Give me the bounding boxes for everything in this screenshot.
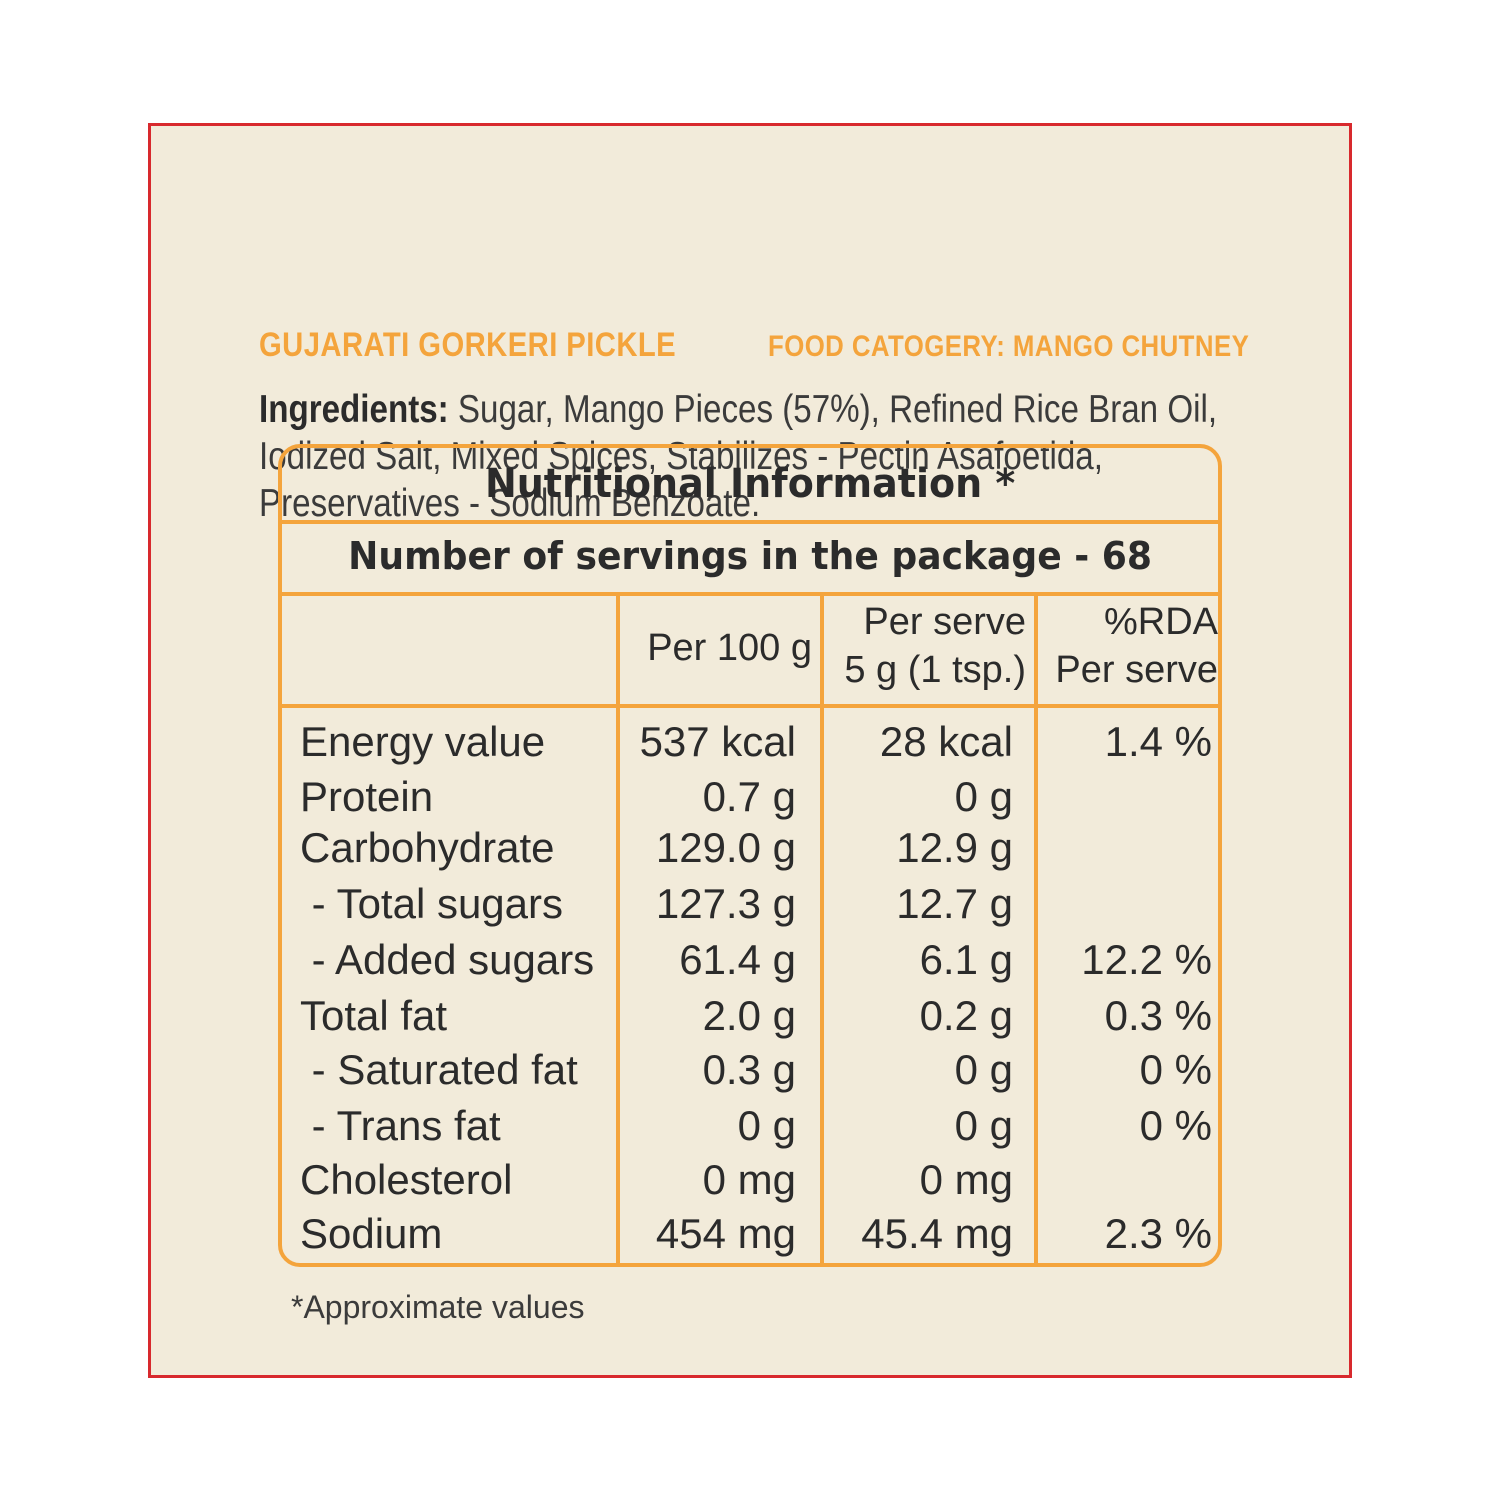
column-divider	[616, 592, 620, 1263]
value-per-serve: 6.1 g	[919, 936, 1013, 983]
value-rda: 0 %	[1139, 1102, 1212, 1149]
nutrient-name: - Total sugars	[300, 880, 564, 927]
value-rda: 12.2 %	[1081, 936, 1212, 983]
per-serve-label: Per serve	[863, 601, 1026, 643]
value-per-serve: 12.9 g	[896, 824, 1013, 871]
column-header-per-serve: Per serve 5 g (1 tsp.)	[828, 598, 1026, 694]
value-per-serve: 45.4 mg	[861, 1210, 1013, 1257]
column-header-per100: Per 100 g	[624, 624, 812, 672]
value-rda: 2.3 %	[1104, 1210, 1212, 1257]
value-per-100g: 129.0 g	[655, 824, 796, 871]
value-per-serve: 28 kcal	[879, 718, 1013, 765]
value-per-serve: 0 g	[954, 1046, 1013, 1093]
nutrition-row: - Trans fat 0 g 0 g 0 %	[282, 1102, 1218, 1158]
footnote: *Approximate values	[291, 1289, 585, 1325]
product-label-panel: GUJARATI GORKERI PICKLE FOOD CATOGERY: M…	[148, 123, 1352, 1378]
value-per-100g: 127.3 g	[655, 880, 796, 927]
value-per-100g: 537 kcal	[639, 718, 796, 765]
nutrient-name: Protein	[300, 773, 434, 820]
value-per-100g: 2.0 g	[702, 992, 796, 1039]
value-per-serve: 12.7 g	[896, 880, 1013, 927]
nutrient-name: - Added sugars	[300, 936, 595, 983]
header-divider	[282, 704, 1218, 708]
nutrition-row: Total fat 2.0 g 0.2 g 0.3 %	[282, 992, 1218, 1048]
nutrient-name: - Trans fat	[300, 1102, 501, 1149]
rda-per-serve-label: Per serve	[1055, 649, 1218, 691]
value-per-serve: 0.2 g	[919, 992, 1013, 1039]
value-per-serve: 0 mg	[919, 1156, 1013, 1203]
nutrient-name: Cholesterol	[300, 1156, 513, 1203]
value-per-100g: 0 g	[737, 1102, 796, 1149]
nutrition-row: - Total sugars 127.3 g 12.7 g	[282, 880, 1218, 936]
value-rda: 0 %	[1139, 1046, 1212, 1093]
food-category: FOOD CATOGERY: MANGO CHUTNEY	[768, 330, 1250, 363]
ingredients-list: Sugar, Mango Pieces (57%), Refined Rice …	[259, 388, 1218, 525]
value-rda: 0.3 %	[1104, 992, 1212, 1039]
per100-label: Per 100 g	[647, 627, 812, 669]
rda-label: %RDA	[1103, 601, 1218, 643]
nutrition-row: Sodium 454 mg 45.4 mg 2.3 %	[282, 1210, 1218, 1266]
nutrient-name: - Saturated fat	[300, 1046, 578, 1093]
value-per-100g: 454 mg	[655, 1210, 796, 1257]
column-divider	[1034, 592, 1038, 1263]
nutrient-name: Carbohydrate	[300, 824, 555, 871]
ingredients-label: Ingredients:	[259, 388, 449, 431]
value-per-100g: 0 mg	[702, 1156, 796, 1203]
nutrient-name: Sodium	[300, 1210, 443, 1257]
value-per-100g: 61.4 g	[679, 936, 796, 983]
nutrient-name: Total fat	[300, 992, 448, 1039]
ingredients-text: Ingredients: Sugar, Mango Pieces (57%), …	[259, 386, 1245, 527]
nutrition-heading-text: Nutritional Information *	[484, 461, 1016, 507]
nutrient-name: Energy value	[300, 718, 546, 765]
value-per-100g: 0.7 g	[702, 773, 796, 820]
value-per-100g: 0.3 g	[702, 1046, 796, 1093]
nutrition-heading: Nutritional Information *	[282, 448, 1218, 524]
value-per-serve: 0 g	[954, 1102, 1013, 1149]
per-serve-size-label: 5 g (1 tsp.)	[844, 649, 1026, 691]
nutrition-table: Nutritional Information * Number of serv…	[278, 444, 1222, 1267]
column-divider	[820, 592, 824, 1263]
servings-text: Number of servings in the package - 68	[348, 534, 1152, 578]
product-title: GUJARATI GORKERI PICKLE	[259, 326, 677, 364]
nutrition-row: Energy value 537 kcal 28 kcal 1.4 %	[282, 718, 1218, 774]
value-per-serve: 0 g	[954, 773, 1013, 820]
column-header-rda: %RDA Per serve	[1042, 598, 1218, 694]
nutrition-row: - Added sugars 61.4 g 6.1 g 12.2 %	[282, 936, 1218, 992]
nutrition-row: - Saturated fat 0.3 g 0 g 0 %	[282, 1046, 1218, 1102]
nutrition-row: Carbohydrate 129.0 g 12.9 g	[282, 824, 1218, 880]
servings-row: Number of servings in the package - 68	[282, 520, 1218, 596]
nutrition-row: Protein 0.7 g 0 g	[282, 773, 1218, 829]
nutrition-row: Cholesterol 0 mg 0 mg	[282, 1156, 1218, 1212]
value-rda: 1.4 %	[1104, 718, 1212, 765]
